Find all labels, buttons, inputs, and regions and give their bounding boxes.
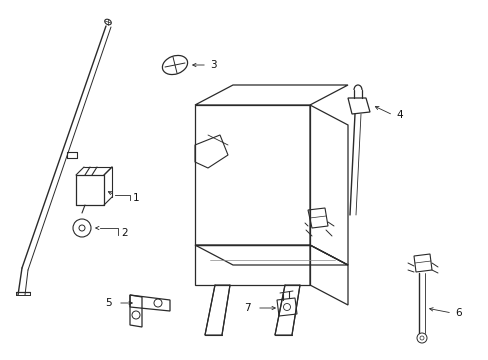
Text: 6: 6 bbox=[454, 308, 461, 318]
Text: 5: 5 bbox=[104, 298, 111, 308]
Text: 4: 4 bbox=[395, 110, 402, 120]
Text: 2: 2 bbox=[121, 228, 127, 238]
Text: 1: 1 bbox=[133, 193, 140, 203]
Text: 3: 3 bbox=[209, 60, 216, 70]
Text: 7: 7 bbox=[243, 303, 250, 313]
